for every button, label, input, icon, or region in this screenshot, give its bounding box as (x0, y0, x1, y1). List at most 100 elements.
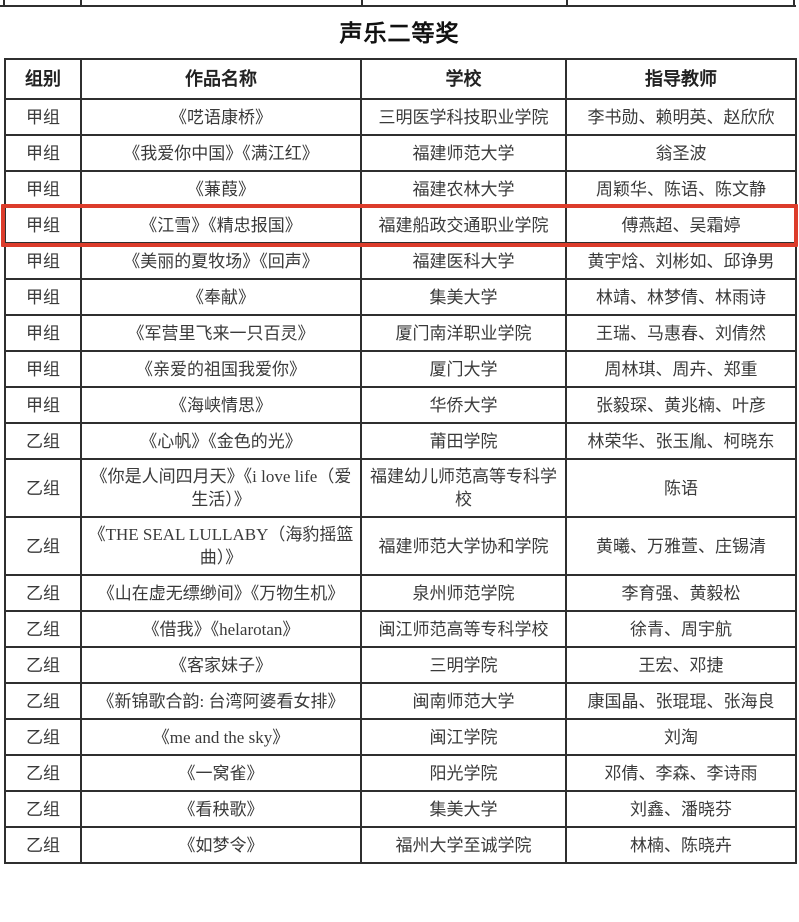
remnant-bottom-border (0, 5, 796, 7)
table-row: 乙组 《借我》《helarotan》 闽江师范高等专科学校 徐青、周宇航 (4, 610, 797, 648)
cell-work: 《美丽的夏牧场》《回声》 (80, 242, 362, 280)
cell-teachers: 黄曦、万雅萱、庄锡清 (565, 516, 797, 576)
cell-work: 《心帆》《金色的光》 (80, 422, 362, 460)
table-row: 乙组 《一窝雀》 阳光学院 邓倩、李森、李诗雨 (4, 754, 797, 792)
table-row: 乙组 《山在虚无缥缈间》《万物生机》 泉州师范学院 李育强、黄毅松 (4, 574, 797, 612)
cell-work: 《借我》《helarotan》 (80, 610, 362, 648)
table-row: 乙组 《心帆》《金色的光》 莆田学院 林荣华、张玉胤、柯晓东 (4, 422, 797, 460)
cell-school: 厦门南洋职业学院 (360, 314, 567, 352)
cell-school: 泉州师范学院 (360, 574, 567, 612)
cell-teachers: 傅燕超、吴霜婷 (565, 206, 797, 244)
cell-group: 乙组 (4, 516, 82, 576)
table-row: 甲组 《呓语康桥》 三明医学科技职业学院 李书勋、赖明英、赵欣欣 (4, 98, 797, 136)
remnant-divider (3, 0, 5, 5)
cell-group: 甲组 (4, 350, 82, 388)
cell-teachers: 李育强、黄毅松 (565, 574, 797, 612)
cell-group: 甲组 (4, 314, 82, 352)
table-row: 乙组 《me and the sky》 闽江学院 刘淘 (4, 718, 797, 756)
award-table: 组别 作品名称 学校 指导教师 甲组 《呓语康桥》 三明医学科技职业学院 李书勋、赖明… (4, 58, 797, 864)
cell-school: 三明医学科技职业学院 (360, 98, 567, 136)
cell-work: 《江雪》《精忠报国》 (80, 206, 362, 244)
cell-group: 乙组 (4, 646, 82, 684)
cell-teachers: 黄宇焓、刘彬如、邱诤男 (565, 242, 797, 280)
table-row: 甲组 《蒹葭》 福建农林大学 周颖华、陈语、陈文静 (4, 170, 797, 208)
remnant-divider (566, 0, 568, 5)
cell-group: 甲组 (4, 242, 82, 280)
cell-group: 乙组 (4, 458, 82, 518)
cell-group: 乙组 (4, 718, 82, 756)
header-row: 组别 作品名称 学校 指导教师 (4, 58, 797, 100)
cell-school: 三明学院 (360, 646, 567, 684)
cell-school: 福建船政交通职业学院 (360, 206, 567, 244)
table-row: 甲组 《海峡情思》 华侨大学 张毅琛、黄兆楠、叶彦 (4, 386, 797, 424)
cell-work: 《THE SEAL LULLABY（海豹摇篮曲）》 (80, 516, 362, 576)
cell-school: 闽南师范大学 (360, 682, 567, 720)
cell-group: 乙组 (4, 422, 82, 460)
cell-teachers: 林靖、林梦倩、林雨诗 (565, 278, 797, 316)
cell-group: 乙组 (4, 682, 82, 720)
cell-teachers: 张毅琛、黄兆楠、叶彦 (565, 386, 797, 424)
cell-work: 《新锦歌合韵: 台湾阿婆看女排》 (80, 682, 362, 720)
cell-teachers: 翁圣波 (565, 134, 797, 172)
cell-school: 华侨大学 (360, 386, 567, 424)
previous-table-remnant (0, 0, 799, 8)
col-header-work: 作品名称 (80, 58, 362, 100)
col-header-teachers: 指导教师 (565, 58, 797, 100)
cell-work: 《我爱你中国》《满江红》 (80, 134, 362, 172)
table-row: 乙组 《看秧歌》 集美大学 刘鑫、潘晓芬 (4, 790, 797, 828)
cell-work: 《看秧歌》 (80, 790, 362, 828)
cell-school: 福建农林大学 (360, 170, 567, 208)
cell-school: 厦门大学 (360, 350, 567, 388)
cell-work: 《亲爱的祖国我爱你》 (80, 350, 362, 388)
cell-teachers: 周颖华、陈语、陈文静 (565, 170, 797, 208)
cell-teachers: 林楠、陈晓卉 (565, 826, 797, 864)
cell-work: 《海峡情思》 (80, 386, 362, 424)
col-header-group: 组别 (4, 58, 82, 100)
cell-school: 福建医科大学 (360, 242, 567, 280)
cell-school: 闽江学院 (360, 718, 567, 756)
cell-teachers: 邓倩、李森、李诗雨 (565, 754, 797, 792)
cell-work: 《呓语康桥》 (80, 98, 362, 136)
cell-work: 《军营里飞来一只百灵》 (80, 314, 362, 352)
cell-group: 甲组 (4, 278, 82, 316)
table-row: 乙组 《新锦歌合韵: 台湾阿婆看女排》 闽南师范大学 康国晶、张琨琨、张海良 (4, 682, 797, 720)
table-row: 乙组 《THE SEAL LULLABY（海豹摇篮曲）》 福建师范大学协和学院 黄曦、… (4, 516, 797, 576)
remnant-divider (361, 0, 363, 5)
col-header-school: 学校 (360, 58, 567, 100)
remnant-divider (80, 0, 82, 5)
cell-teachers: 林荣华、张玉胤、柯晓东 (565, 422, 797, 460)
cell-work: 《你是人间四月天》《i love life（爱生活）》 (80, 458, 362, 518)
cell-group: 甲组 (4, 134, 82, 172)
cell-group: 甲组 (4, 98, 82, 136)
cell-school: 福建师范大学 (360, 134, 567, 172)
table-header: 组别 作品名称 学校 指导教师 (4, 58, 797, 100)
table-row: 甲组 《奉献》 集美大学 林靖、林梦倩、林雨诗 (4, 278, 797, 316)
cell-work: 《一窝雀》 (80, 754, 362, 792)
cell-teachers: 周林琪、周卉、郑重 (565, 350, 797, 388)
table-row: 乙组 《你是人间四月天》《i love life（爱生活）》 福建幼儿师范高等专科学… (4, 458, 797, 518)
cell-school: 集美大学 (360, 278, 567, 316)
cell-school: 福州大学至诚学院 (360, 826, 567, 864)
page-title: 声乐二等奖 (339, 21, 460, 46)
cell-group: 甲组 (4, 386, 82, 424)
cell-work: 《客家妹子》 (80, 646, 362, 684)
table-row: 乙组 《如梦令》 福州大学至诚学院 林楠、陈晓卉 (4, 826, 797, 864)
cell-group: 乙组 (4, 826, 82, 864)
cell-group: 甲组 (4, 170, 82, 208)
cell-school: 福建幼儿师范高等专科学校 (360, 458, 567, 518)
cell-teachers: 王宏、邓捷 (565, 646, 797, 684)
cell-group: 乙组 (4, 574, 82, 612)
cell-work: 《me and the sky》 (80, 718, 362, 756)
cell-school: 集美大学 (360, 790, 567, 828)
cell-group: 乙组 (4, 754, 82, 792)
remnant-divider (793, 0, 795, 5)
table-row-highlighted: 甲组 《江雪》《精忠报国》 福建船政交通职业学院 傅燕超、吴霜婷 (4, 206, 797, 244)
cell-work: 《山在虚无缥缈间》《万物生机》 (80, 574, 362, 612)
cell-teachers: 王瑞、马惠春、刘倩然 (565, 314, 797, 352)
cell-teachers: 李书勋、赖明英、赵欣欣 (565, 98, 797, 136)
table-body: 甲组 《呓语康桥》 三明医学科技职业学院 李书勋、赖明英、赵欣欣 甲组 《我爱你中国》《满… (4, 98, 797, 864)
cell-group: 乙组 (4, 610, 82, 648)
cell-teachers: 康国晶、张琨琨、张海良 (565, 682, 797, 720)
cell-teachers: 徐青、周宇航 (565, 610, 797, 648)
cell-school: 莆田学院 (360, 422, 567, 460)
